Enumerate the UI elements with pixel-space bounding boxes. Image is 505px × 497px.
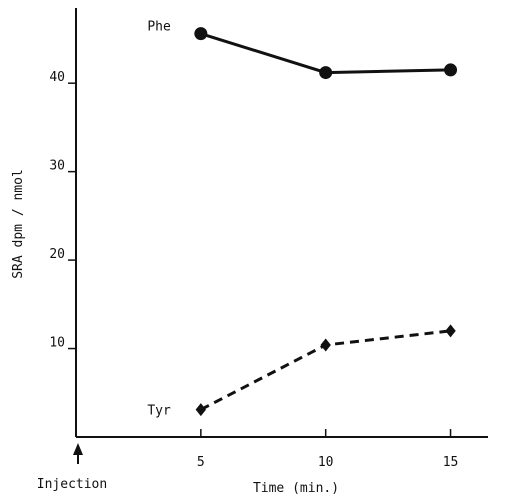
data-point-tyr bbox=[195, 403, 207, 417]
y-ticks: 10 20 30 40 bbox=[49, 70, 76, 351]
injection-annotation: Injection bbox=[37, 443, 107, 492]
x-axis-title: Time (min.) bbox=[253, 481, 339, 496]
y-tick-label: 20 bbox=[49, 247, 65, 262]
y-tick-label: 10 bbox=[49, 336, 65, 351]
x-tick-label: 15 bbox=[443, 455, 459, 470]
x-tick-label: 5 bbox=[197, 455, 205, 470]
series-layer: Phe Tyr bbox=[147, 20, 458, 419]
data-point-phe bbox=[444, 63, 458, 77]
y-axis-title: SRA dpm / nmol bbox=[11, 169, 26, 279]
data-point-tyr bbox=[445, 324, 456, 338]
data-point-phe bbox=[194, 27, 208, 41]
y-tick-label: 30 bbox=[49, 159, 65, 174]
data-point-tyr bbox=[320, 338, 331, 352]
series-label-phe: Phe bbox=[147, 20, 171, 35]
data-point-phe bbox=[319, 66, 333, 80]
x-tick-label: 10 bbox=[318, 455, 334, 470]
injection-arrow-icon bbox=[73, 443, 83, 455]
injection-label: Injection bbox=[37, 477, 107, 492]
series-label-tyr: Tyr bbox=[147, 404, 171, 419]
x-ticks: 5 10 15 bbox=[197, 429, 458, 470]
y-tick-label: 40 bbox=[49, 70, 65, 85]
